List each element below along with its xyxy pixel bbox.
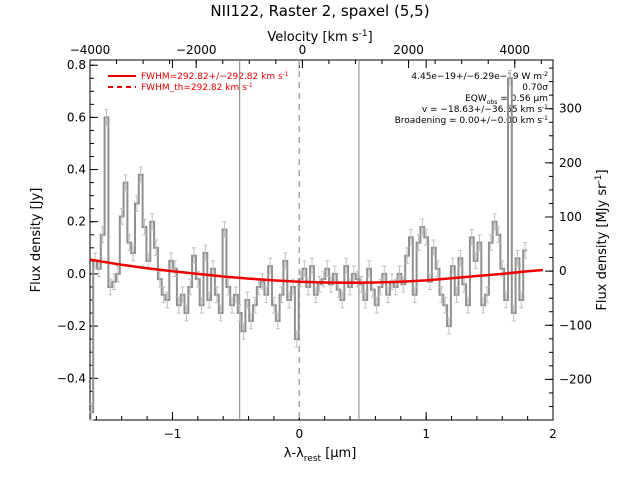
- top-tick-label: −2000: [176, 43, 217, 57]
- annotation-sup: -1: [542, 104, 548, 111]
- right-axis-label-sup: -1: [594, 175, 604, 184]
- annotation-sup: -2: [542, 71, 548, 78]
- x-tick-label: 2: [549, 427, 557, 441]
- annotation-line: Broadening = 0.00+/−0.00 km s-1: [395, 115, 549, 126]
- spectrum-line: [89, 77, 527, 414]
- right-axis-label: Flux density [MJy sr-1]: [594, 169, 610, 310]
- annotation-line: 0.70σ: [522, 83, 548, 93]
- annotation-text: v = −18.63+/−36.55 km s: [422, 105, 542, 115]
- right-tick-label: 100: [559, 210, 582, 224]
- legend: FWHM=292.82+/−292.82 km s-1FWHM_th=292.8…: [108, 71, 289, 93]
- annotation-line: 4.45e−19+/−6.29e−19 W m-2: [411, 71, 548, 82]
- svg-text:Flux density [MJy sr-1]: Flux density [MJy sr-1]: [594, 169, 610, 310]
- y-tick-label: 0.6: [67, 110, 86, 124]
- chart-title: NII122, Raster 2, spaxel (5,5): [210, 2, 429, 20]
- fit-curve: [89, 258, 544, 285]
- top-axis-label-text: Velocity [km s: [267, 30, 359, 45]
- axis-ticks: −1 0 1 2−4000 −2000 0 2000 4000−0.4−0.20.00.20.…: [57, 43, 592, 441]
- right-tick-label: 0: [559, 264, 567, 278]
- right-tick-label: 200: [559, 156, 582, 170]
- top-axis-label-sup: -1: [359, 29, 368, 39]
- annotation-line: v = −18.63+/−36.55 km s-1: [422, 104, 548, 115]
- top-axis-label-end: ]: [368, 30, 373, 45]
- legend-label-sup: -1: [247, 82, 253, 89]
- x-tick-label: 1: [422, 427, 430, 441]
- svg-text:Velocity [km s-1]: Velocity [km s-1]: [267, 29, 372, 45]
- annotation-line: EQWobs = 0.56 μm: [465, 94, 548, 106]
- legend-label-text: FWHM_th=292.82 km s: [141, 83, 247, 93]
- legend-label: FWHM=292.82+/−292.82 km s-1: [141, 71, 289, 82]
- x-axis-label-sub: rest: [304, 454, 322, 464]
- annotation-text: 4.45e−19+/−6.29e−19 W m: [411, 72, 542, 82]
- y-axis-label: Flux density [Jy]: [29, 188, 44, 293]
- right-axis-label-text: Flux density [MJy sr: [595, 183, 610, 311]
- annotation-text: EQW: [465, 94, 487, 104]
- plot-frame: [89, 59, 554, 421]
- x-tick-label: 0: [295, 427, 303, 441]
- annotation-rest: = 0.56 μm: [497, 94, 548, 104]
- x-tick-label: −1: [164, 427, 182, 441]
- y-tick-label: 0.4: [67, 163, 86, 177]
- top-tick-label: 0: [299, 43, 307, 57]
- plot-border: [89, 59, 554, 421]
- top-axis-label: Velocity [km s-1]: [267, 29, 372, 45]
- top-tick-label: 2000: [393, 43, 424, 57]
- top-tick-label: −4000: [70, 43, 111, 57]
- right-tick-label: −100: [559, 318, 592, 332]
- y-tick-label: −0.4: [57, 371, 86, 385]
- annotation-text: 0.70σ: [522, 83, 548, 93]
- y-tick-label: 0.0: [67, 267, 86, 281]
- data-series: [89, 69, 544, 421]
- y-tick-label: 0.8: [67, 58, 86, 72]
- reference-lines: [239, 60, 360, 420]
- right-tick-label: −200: [559, 372, 592, 386]
- x-axis-label-text: λ-λ: [284, 446, 304, 461]
- y-tick-label: −0.2: [57, 319, 86, 333]
- right-axis-label-end: ]: [595, 169, 610, 174]
- right-tick-label: 300: [559, 102, 582, 116]
- legend-label-text: FWHM=292.82+/−292.82 km s: [141, 72, 283, 82]
- x-axis-label-unit: [μm]: [321, 446, 356, 461]
- annotation-sup: -1: [542, 115, 548, 122]
- legend-label-sup: -1: [283, 71, 289, 78]
- x-axis-label: λ-λrest [μm]: [284, 446, 357, 464]
- y-tick-label: 0.2: [67, 215, 86, 229]
- legend-label: FWHM_th=292.82 km s-1: [141, 82, 253, 93]
- annotation-text: Broadening = 0.00+/−0.00 km s: [395, 116, 543, 126]
- top-tick-label: 4000: [499, 43, 530, 57]
- svg-text:λ-λrest [μm]: λ-λrest [μm]: [284, 446, 357, 464]
- annotation-sub: obs: [487, 99, 498, 106]
